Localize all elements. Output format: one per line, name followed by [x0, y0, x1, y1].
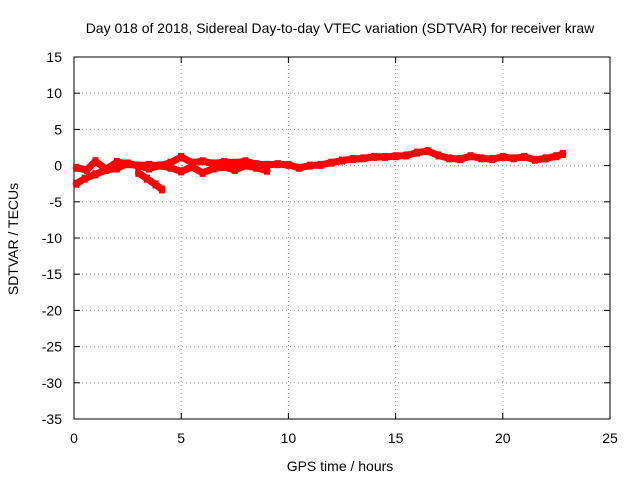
data-point	[285, 160, 292, 169]
data-point	[221, 157, 228, 166]
y-tick-label: 5	[54, 121, 62, 137]
data-point	[489, 155, 496, 164]
y-tick-label: -15	[42, 266, 62, 282]
data-point	[435, 151, 442, 160]
data-point	[306, 161, 313, 170]
y-tick-label: 10	[46, 85, 62, 101]
data-point	[263, 160, 270, 169]
y-tick-label: -35	[42, 411, 62, 427]
data-point	[199, 168, 206, 177]
x-axis-label: GPS time / hours	[287, 458, 394, 474]
series-1	[72, 159, 271, 188]
data-point	[349, 155, 356, 164]
data-point	[188, 163, 195, 172]
data-point	[199, 157, 206, 166]
data-point	[521, 152, 528, 161]
data-point	[371, 152, 378, 161]
data-point	[360, 154, 367, 163]
data-point	[328, 158, 335, 167]
data-point	[381, 152, 388, 161]
chart-title: Day 018 of 2018, Sidereal Day-to-day VTE…	[86, 20, 595, 36]
data-point	[542, 154, 549, 163]
data-point	[424, 147, 431, 156]
series-line	[134, 169, 166, 193]
data-point	[156, 161, 163, 170]
x-tick-label: 0	[70, 430, 78, 446]
data-point	[446, 154, 453, 163]
data-point	[146, 164, 153, 173]
data-point	[210, 164, 217, 173]
data-point	[478, 154, 485, 163]
data-point	[242, 157, 249, 166]
data-point	[263, 166, 270, 175]
data-point	[499, 152, 506, 161]
data-point	[231, 158, 238, 167]
y-tick-label: -30	[42, 375, 62, 391]
data-point	[392, 152, 399, 161]
axis-ticks: 0 5 10 15 20 25 15 10 5 0 -5 -10 -15 -20 -25 -30 -35	[42, 49, 618, 446]
data-point	[210, 159, 217, 168]
x-tick-label: 25	[602, 430, 618, 446]
data-series	[72, 147, 567, 194]
data-point	[143, 174, 150, 183]
data-point	[296, 163, 303, 172]
y-tick-label: 15	[46, 49, 62, 65]
data-point	[83, 165, 90, 174]
data-point	[414, 148, 421, 157]
data-point	[510, 154, 517, 163]
data-point	[231, 165, 238, 174]
data-point	[152, 180, 159, 189]
data-point	[135, 168, 142, 177]
data-point	[73, 179, 80, 188]
data-point	[188, 158, 195, 167]
data-point	[274, 160, 281, 169]
data-point	[559, 150, 566, 159]
data-point	[403, 151, 410, 160]
series-2	[134, 168, 166, 194]
data-point	[135, 161, 142, 170]
y-tick-label: -5	[50, 194, 63, 210]
x-tick-label: 20	[495, 430, 511, 446]
data-point	[81, 174, 88, 183]
data-point	[178, 152, 185, 161]
data-point	[92, 157, 99, 166]
data-point	[124, 159, 131, 168]
data-point	[103, 165, 110, 174]
data-point	[167, 158, 174, 167]
grid-lines	[74, 57, 610, 419]
data-point	[73, 163, 80, 172]
data-point	[221, 163, 228, 172]
y-tick-label: 0	[54, 158, 62, 174]
data-point	[167, 163, 174, 172]
data-point	[113, 157, 120, 166]
y-tick-label: -10	[42, 230, 62, 246]
data-point	[467, 152, 474, 161]
data-point	[456, 155, 463, 164]
data-point	[339, 156, 345, 165]
x-tick-label: 5	[177, 430, 185, 446]
data-point	[531, 155, 538, 164]
data-point	[253, 163, 260, 172]
y-axis-label: SDTVAR / TECUs	[5, 183, 21, 295]
data-point	[178, 167, 185, 176]
data-point	[242, 161, 249, 170]
data-point	[553, 152, 560, 161]
y-tick-label: -25	[42, 339, 62, 355]
x-tick-label: 10	[281, 430, 297, 446]
data-point	[317, 160, 324, 169]
data-point	[113, 164, 120, 173]
x-tick-label: 15	[388, 430, 404, 446]
data-point	[158, 185, 165, 194]
y-tick-label: -20	[42, 302, 62, 318]
data-point	[92, 170, 99, 179]
